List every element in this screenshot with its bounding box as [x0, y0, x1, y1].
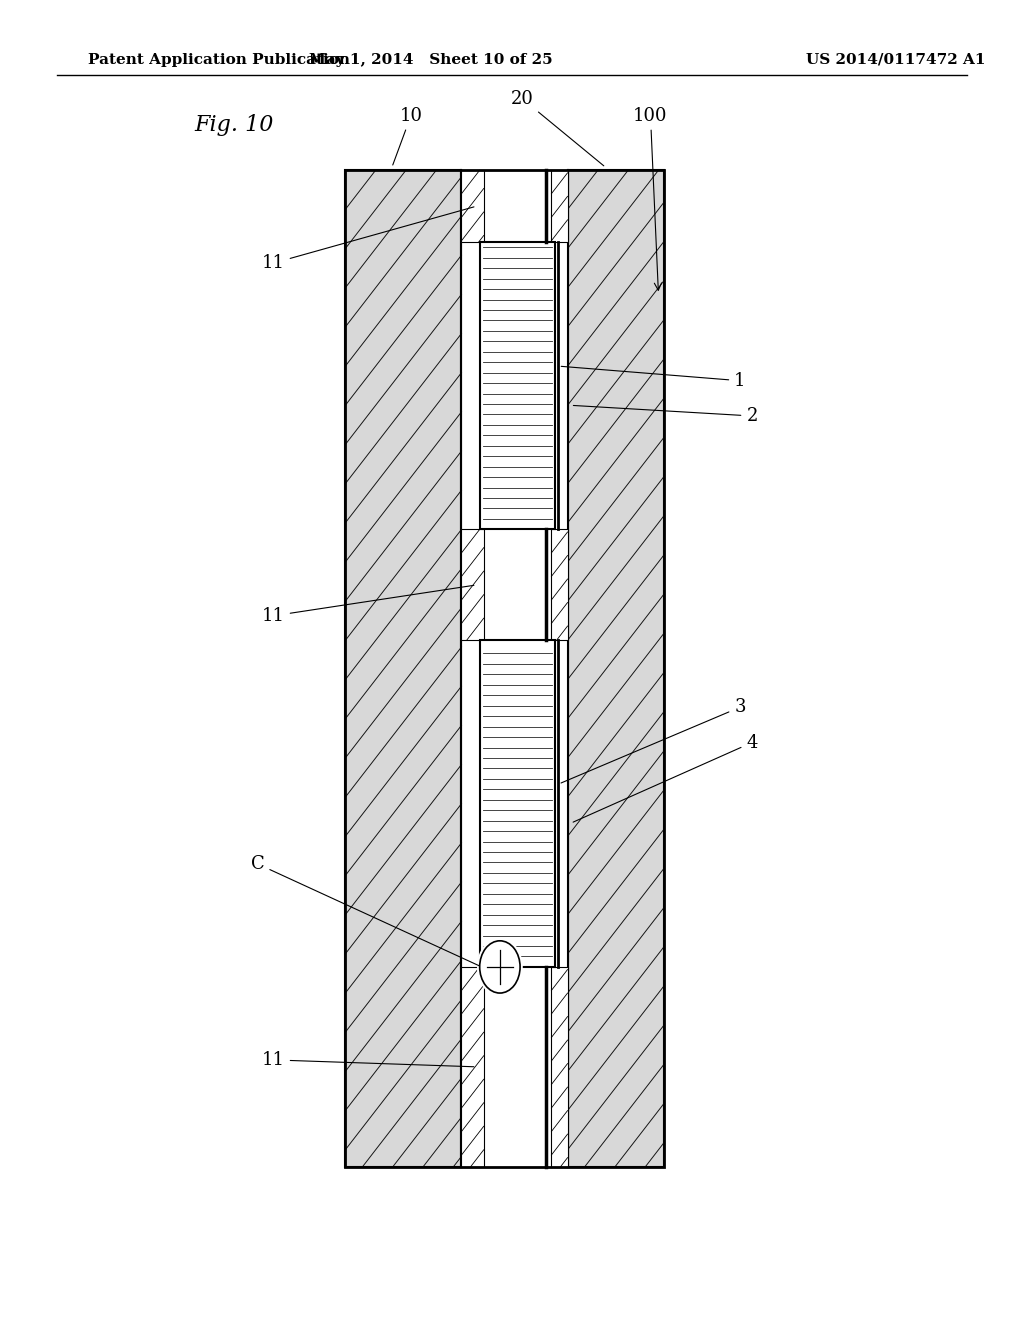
- Text: 11: 11: [262, 1051, 474, 1069]
- Bar: [551, 170, 567, 242]
- Bar: [345, 170, 664, 1167]
- Circle shape: [477, 939, 522, 995]
- Bar: [465, 242, 567, 529]
- Text: C: C: [251, 855, 479, 966]
- Bar: [462, 170, 567, 242]
- Text: 100: 100: [633, 107, 668, 290]
- Bar: [479, 640, 555, 968]
- Text: 1: 1: [561, 367, 745, 389]
- Bar: [551, 968, 567, 1167]
- Bar: [462, 529, 483, 640]
- Text: 20: 20: [511, 90, 604, 166]
- Bar: [479, 242, 555, 529]
- Text: 2: 2: [573, 405, 758, 425]
- Bar: [465, 640, 567, 968]
- Bar: [345, 170, 462, 1167]
- Text: 11: 11: [262, 585, 474, 624]
- Bar: [462, 529, 567, 640]
- Bar: [462, 968, 567, 1167]
- Text: Patent Application Publication: Patent Application Publication: [88, 53, 350, 66]
- Bar: [462, 170, 483, 242]
- Text: 3: 3: [561, 698, 745, 783]
- Text: 4: 4: [573, 734, 758, 822]
- Text: May 1, 2014   Sheet 10 of 25: May 1, 2014 Sheet 10 of 25: [309, 53, 553, 66]
- Text: Fig. 10: Fig. 10: [195, 114, 273, 136]
- Text: 10: 10: [393, 107, 423, 165]
- Bar: [462, 968, 483, 1167]
- Text: US 2014/0117472 A1: US 2014/0117472 A1: [806, 53, 985, 66]
- Bar: [567, 170, 664, 1167]
- Text: 11: 11: [262, 207, 474, 272]
- Bar: [551, 529, 567, 640]
